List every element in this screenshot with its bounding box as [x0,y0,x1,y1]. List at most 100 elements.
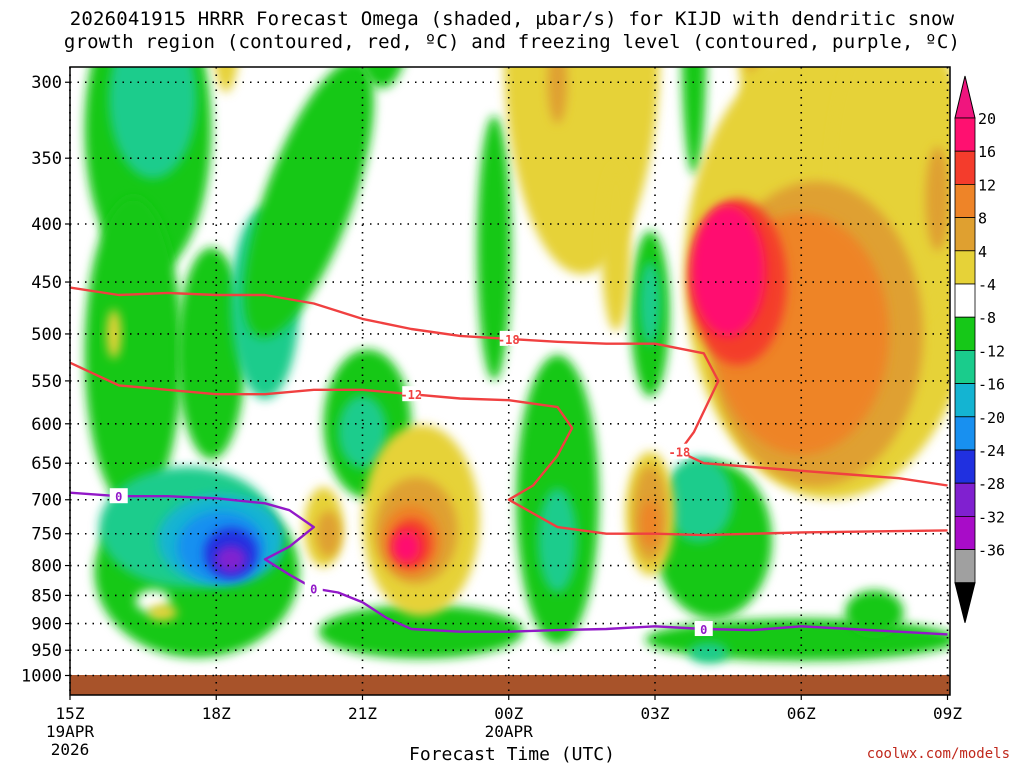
x-tick-label: 06Z [787,704,816,723]
colorbar-label: 8 [978,210,987,228]
omega-shade [689,642,729,664]
omega-colorbar: 20 16 12 8 4 -4 -8 -12 -16 -20 -24 -28 -32 -36 [954,75,1005,623]
colorbar-swatch [954,117,976,152]
y-tick-label: 300 [31,73,62,93]
omega-shading [84,0,950,664]
omega-shade [664,457,733,543]
y-tick-label: 800 [31,557,62,577]
colorbar-swatch [954,516,976,551]
contour-label: 0 [115,490,122,504]
x-tick-label: 00Z [494,704,523,723]
omega-shade [748,67,757,72]
colorbar-label: -12 [978,342,1005,360]
colorbar-label: -20 [978,409,1005,427]
colorbar-swatch [954,217,976,252]
contour-label-bg [304,580,323,596]
contour-label-bg [499,330,518,346]
colorbar-label: -4 [978,276,996,294]
y-tick-label: 450 [31,273,62,293]
omega-shade [547,67,568,124]
colorbar-label: -36 [978,542,1005,560]
colorbar-swatch [954,383,976,418]
omega-shade [106,309,122,359]
y-tick-label: 500 [31,325,62,345]
omega-shade [109,67,197,179]
omega-shade [84,196,183,510]
y-tick-label: 400 [31,215,62,235]
y-tick-label: 650 [31,454,62,474]
colorbar-label: 4 [978,243,987,261]
omega-shade [639,261,661,346]
y-tick-label: 250 [31,0,62,3]
colorbar-swatch [954,183,976,218]
omega-shade [640,500,660,548]
x-tick-sublabel: 20APR [485,722,534,741]
omega-maximum-2200Z [392,530,421,563]
contour-label: 0 [700,623,707,637]
colorbar-swatch [954,482,976,517]
contour-label: -18 [669,446,691,460]
omega-shade [338,395,387,469]
colorbar-swatch [954,150,976,185]
y-tick-label: 950 [31,641,62,661]
colorbar-label: 12 [978,176,996,194]
colorbar-swatch [954,349,976,384]
contour-label-bg [694,621,713,637]
omega-shade [177,247,246,460]
omega-shade [538,488,577,593]
y-tick-label: 1000 [21,667,62,687]
omega-shade [925,146,950,251]
omega-shade [431,0,470,42]
colorbar-label: -24 [978,442,1005,460]
x-tick-label: 09Z [933,704,962,723]
omega-shade [601,165,631,331]
pressure-axis: 250 300 350 400 450 500 550 600 650 700 750 800 850 9… [21,0,70,687]
omega-shade [148,604,178,621]
y-tick-label: 600 [31,415,62,435]
x-axis-label: Forecast Time (UTC) [409,744,615,765]
contour-label-bg [109,488,128,504]
omega-shade [361,67,403,89]
contour-label: -12 [400,388,422,402]
colorbar-swatch [954,283,976,318]
terrain-below-ground [70,675,950,695]
colorbar-top-arrow [954,75,976,119]
contour-label-bg [670,443,689,459]
temperature-contours: -12 -18 -18 0 0 0 [70,286,948,637]
omega-shade [845,590,904,635]
colorbar-label: -28 [978,475,1005,493]
y-tick-label: 700 [31,491,62,511]
colorbar-swatch [954,416,976,451]
contour-0 [70,491,948,636]
omega-shade [477,115,512,381]
contour--12 [70,361,948,537]
colorbar-swatch [954,316,976,351]
colorbar-label: -16 [978,376,1005,394]
colorbar-swatch [954,549,976,584]
x-tick-sublabel: 19APR [46,722,95,741]
colorbar-label: 20 [978,110,996,128]
colorbar-swatch [954,250,976,285]
omega-shade [243,67,374,338]
colorbar-swatch [954,449,976,484]
x-tick-sublabel: 2026 [51,740,90,759]
y-tick-label: 350 [31,149,62,169]
y-tick-label: 900 [31,615,62,635]
contour-label-bg [402,386,421,402]
omega-shade [316,510,341,557]
x-tick-label: 21Z [348,704,377,723]
omega-shade [214,67,238,93]
colorbar-bottom-arrow [954,582,976,623]
colorbar-label: -32 [978,508,1005,526]
colorbar-label: 16 [978,143,996,161]
colorbar-label: -8 [978,309,996,327]
omega-shade [681,67,707,175]
ground-fill [70,675,950,695]
chart-title-line-2: growth region (contoured, red, ºC) and f… [63,31,961,53]
x-tick-label: 18Z [202,704,231,723]
y-tick-label: 850 [31,586,62,606]
omega-shade [318,604,524,659]
site-credit: coolwx.com/models [866,746,1010,762]
y-tick-label: 750 [31,525,62,545]
